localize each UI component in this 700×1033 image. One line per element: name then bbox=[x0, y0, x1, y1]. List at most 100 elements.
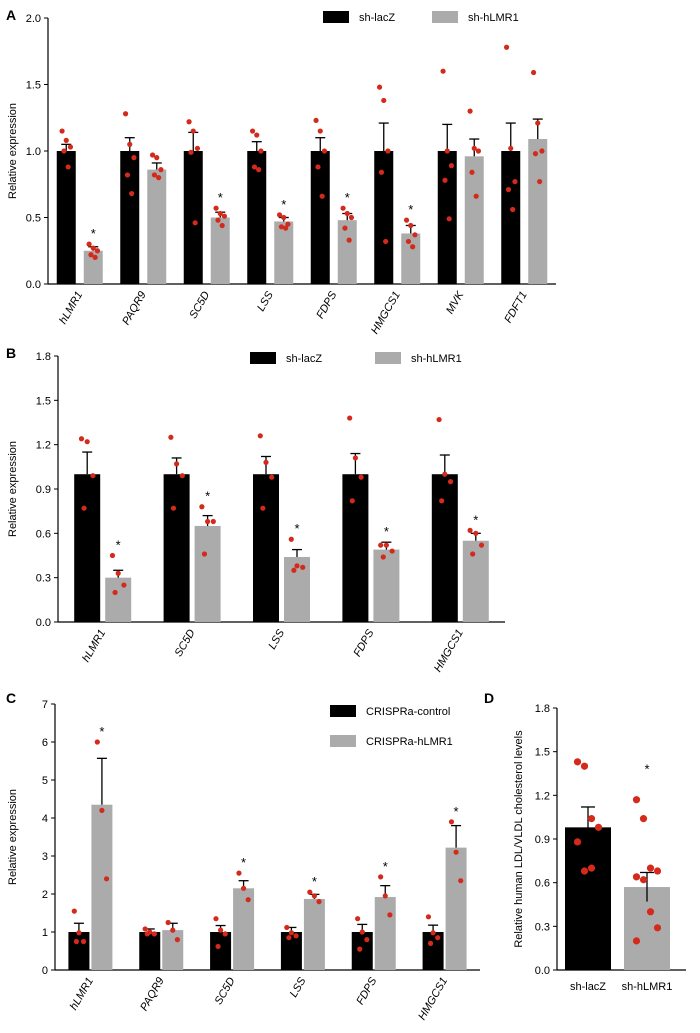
data-point bbox=[311, 893, 318, 899]
significance-marker: * bbox=[99, 724, 104, 739]
data-point bbox=[381, 97, 387, 104]
x-tick-label: LSS bbox=[266, 627, 287, 652]
data-point bbox=[256, 167, 262, 173]
data-point bbox=[467, 108, 473, 114]
data-point bbox=[447, 479, 454, 485]
x-tick-label: HMGCS1 bbox=[416, 976, 450, 1023]
x-tick-label: HMGCS1 bbox=[369, 290, 403, 337]
data-point bbox=[215, 217, 221, 223]
y-tick-label: 0.9 bbox=[535, 834, 550, 846]
data-point bbox=[115, 570, 121, 576]
data-point bbox=[646, 908, 655, 916]
data-point bbox=[469, 169, 475, 175]
data-point bbox=[632, 796, 641, 804]
data-point bbox=[412, 232, 418, 238]
data-point bbox=[269, 474, 275, 480]
data-point bbox=[142, 926, 148, 932]
y-tick-label: 1 bbox=[42, 927, 48, 939]
data-point bbox=[263, 459, 269, 465]
data-point bbox=[127, 141, 133, 147]
x-tick-label: HMGCS1 bbox=[432, 628, 466, 675]
data-point bbox=[355, 916, 361, 922]
data-point bbox=[186, 119, 192, 125]
data-point bbox=[99, 807, 105, 814]
y-tick-label: 0.0 bbox=[26, 279, 41, 291]
data-point bbox=[122, 111, 129, 117]
x-tick-label: hLMR1 bbox=[57, 290, 85, 327]
data-point bbox=[284, 924, 290, 931]
data-point bbox=[179, 473, 185, 479]
data-point bbox=[215, 943, 221, 950]
x-tick-label: sh-hLMR1 bbox=[622, 981, 673, 993]
data-point bbox=[213, 205, 219, 211]
bar bbox=[210, 217, 230, 284]
legend-swatch bbox=[432, 11, 458, 23]
y-axis-title: Relative expression bbox=[7, 103, 19, 199]
significance-marker: * bbox=[473, 512, 478, 527]
x-tick-label: SC5D bbox=[213, 975, 238, 1006]
bar bbox=[528, 139, 548, 284]
data-point bbox=[251, 164, 258, 170]
y-axis-title: Relative expression bbox=[7, 789, 19, 885]
legend-label: CRISPRa-hLMR1 bbox=[366, 736, 453, 748]
significance-marker: * bbox=[644, 762, 649, 777]
data-point bbox=[112, 589, 118, 596]
bar bbox=[337, 220, 357, 284]
y-tick-label: 1.0 bbox=[26, 146, 41, 158]
significance-marker: * bbox=[294, 521, 299, 536]
panel-b-chart: 0.0 0.3 0.6 0.9 1.2 1.5 1.8 Relative expression… bbox=[7, 351, 505, 674]
data-point bbox=[92, 254, 98, 260]
data-point bbox=[580, 867, 589, 875]
data-point bbox=[436, 416, 442, 423]
x-tick-label: LSS bbox=[255, 289, 276, 314]
data-point bbox=[219, 222, 225, 229]
data-point bbox=[73, 938, 79, 945]
data-point bbox=[378, 874, 384, 880]
data-point bbox=[532, 151, 539, 157]
y-tick-label: 0.6 bbox=[535, 878, 550, 890]
data-point bbox=[291, 567, 297, 573]
data-point bbox=[190, 128, 196, 134]
data-point bbox=[188, 149, 194, 155]
x-tick-label: SC5D bbox=[187, 289, 212, 320]
data-point bbox=[453, 849, 459, 855]
data-point bbox=[165, 919, 171, 926]
x-tick-label: FDPS bbox=[314, 289, 339, 321]
significance-marker: * bbox=[345, 190, 350, 205]
x-tick-label: PAQR9 bbox=[120, 290, 149, 328]
significance-marker: * bbox=[218, 190, 223, 205]
bar bbox=[422, 932, 444, 970]
data-point bbox=[194, 145, 201, 151]
legend-swatch bbox=[330, 735, 356, 747]
data-point bbox=[240, 885, 247, 891]
data-point bbox=[342, 225, 348, 231]
data-point bbox=[321, 148, 328, 154]
data-point bbox=[430, 930, 436, 936]
data-point bbox=[387, 912, 393, 918]
data-point bbox=[403, 217, 410, 223]
data-point bbox=[313, 117, 319, 124]
data-point bbox=[357, 946, 363, 952]
significance-marker: * bbox=[205, 489, 210, 504]
data-point bbox=[458, 878, 464, 884]
data-point bbox=[170, 505, 177, 511]
data-point bbox=[573, 758, 582, 766]
data-point bbox=[236, 870, 242, 876]
data-point bbox=[210, 518, 216, 525]
x-tick-label: SC5D bbox=[173, 627, 198, 658]
y-tick-label: 0.5 bbox=[26, 213, 41, 225]
x-tick-label: LSS bbox=[288, 975, 309, 1000]
legend-swatch bbox=[375, 352, 401, 364]
data-point bbox=[151, 931, 157, 937]
bar bbox=[233, 888, 255, 970]
y-axis-title: Relative human LDL/VLDL cholesterol leve… bbox=[513, 730, 525, 948]
data-point bbox=[61, 148, 67, 154]
bar bbox=[105, 577, 132, 622]
data-point bbox=[217, 210, 223, 217]
y-tick-label: 1.2 bbox=[36, 440, 51, 452]
y-tick-label: 0.3 bbox=[535, 921, 550, 933]
significance-marker: * bbox=[454, 804, 459, 819]
data-point bbox=[435, 935, 441, 941]
bar bbox=[210, 932, 232, 970]
